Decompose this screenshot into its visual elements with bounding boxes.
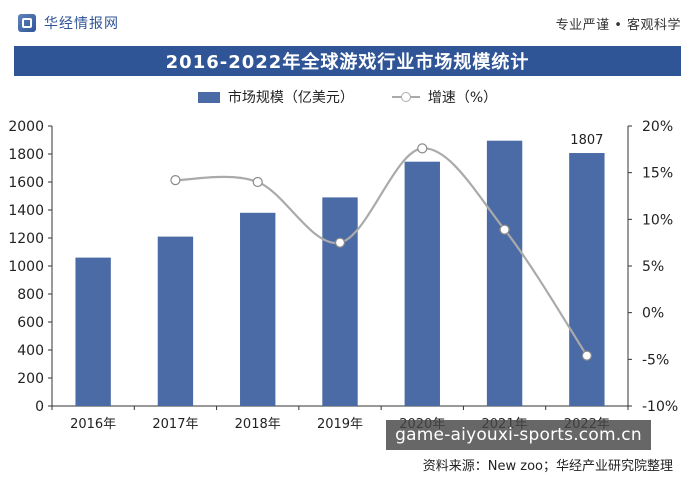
y-right-tick-label: 0%	[642, 306, 664, 322]
y-left-tick-label: 2000	[8, 119, 44, 135]
source-note: 资料来源：New zoo；华经产业研究院整理	[422, 459, 673, 474]
growth-point	[252, 176, 263, 188]
growth-point	[499, 224, 510, 235]
legend-label-line: 增速（%）	[427, 90, 498, 106]
brand[interactable]: 华经情报网	[18, 13, 119, 33]
chart-legend: 市场规模（亿美元） 增速（%）	[0, 86, 695, 108]
y-right-tick-label: 5%	[642, 259, 664, 275]
bar-2016年	[75, 257, 111, 406]
bar-2019年	[322, 197, 358, 406]
growth-line	[175, 147, 588, 357]
growth-point	[334, 237, 346, 248]
legend-label-bar: 市场规模（亿美元）	[227, 90, 354, 106]
chart-title-band: 2016-2022年全球游戏行业市场规模统计	[14, 46, 681, 76]
y-right-tick-label: 10%	[642, 212, 673, 228]
brand-name: 华经情报网	[44, 16, 119, 32]
x-tick-label: 2018年	[235, 417, 281, 432]
y-right-tick-label: -5%	[642, 352, 669, 368]
y-left-tick-label: 1600	[8, 175, 44, 191]
bar-2018年	[240, 212, 276, 406]
x-tick-label: 2017年	[152, 417, 198, 432]
bar-2020年	[404, 161, 440, 406]
legend-bar-swatch	[197, 91, 220, 103]
growth-point	[170, 175, 181, 186]
data-label: 1807	[570, 133, 603, 148]
y-left-tick-label: 1800	[8, 147, 44, 163]
y-right-tick-label: 20%	[642, 119, 673, 135]
y-left-tick-label: 1400	[8, 203, 44, 219]
x-tick-label: 2016年	[70, 417, 116, 432]
y-left-tick-label: 200	[17, 371, 44, 387]
url-overlay: game-aiyouxi-sports.com.cn	[386, 420, 651, 450]
y-left-tick-label: 600	[17, 315, 44, 331]
y-right-tick-label: 15%	[642, 166, 673, 182]
x-tick-label: 2019年	[317, 417, 363, 432]
brand-logo-icon	[18, 14, 36, 32]
y-left-tick-label: 1200	[8, 231, 44, 247]
header-bar: 华经情报网 专业严谨 • 客观科学	[0, 0, 695, 46]
y-right-tick-label: -10%	[642, 399, 678, 415]
legend-line-swatch	[391, 91, 420, 103]
growth-point	[417, 143, 428, 154]
y-left-tick-label: 0	[35, 399, 44, 415]
legend-item-bar: 市场规模（亿美元）	[197, 87, 354, 107]
bar-2021年	[486, 140, 523, 406]
bar-2017年	[157, 236, 194, 406]
growth-point	[581, 350, 592, 361]
y-left-tick-label: 1000	[8, 259, 44, 275]
bar-2022年	[569, 153, 605, 406]
slogan: 专业严谨 • 客观科学	[555, 17, 681, 33]
y-left-tick-label: 800	[17, 287, 44, 303]
chart-title: 2016-2022年全球游戏行业市场规模统计	[165, 52, 530, 73]
y-left-tick-label: 400	[17, 343, 44, 359]
legend-item-line: 增速（%）	[391, 87, 498, 107]
